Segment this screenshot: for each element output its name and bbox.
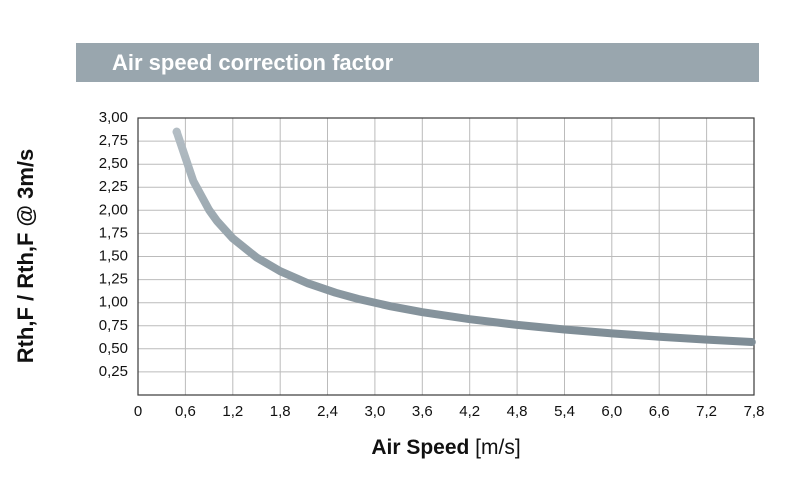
svg-text:3,0: 3,0 — [364, 403, 385, 420]
svg-text:7,2: 7,2 — [696, 403, 717, 420]
svg-text:1,75: 1,75 — [99, 224, 128, 241]
svg-text:7,8: 7,8 — [744, 403, 765, 420]
svg-text:0,75: 0,75 — [99, 317, 128, 334]
svg-text:3,00: 3,00 — [99, 109, 128, 126]
svg-text:0,6: 0,6 — [175, 403, 196, 420]
svg-text:0,50: 0,50 — [99, 340, 128, 357]
svg-text:0: 0 — [134, 403, 142, 420]
svg-text:4,8: 4,8 — [507, 403, 528, 420]
svg-text:1,50: 1,50 — [99, 247, 128, 264]
svg-text:1,2: 1,2 — [222, 403, 243, 420]
svg-text:1,25: 1,25 — [99, 271, 128, 288]
svg-text:2,4: 2,4 — [317, 403, 338, 420]
svg-text:0,25: 0,25 — [99, 363, 128, 380]
svg-text:1,00: 1,00 — [99, 294, 128, 311]
svg-text:5,4: 5,4 — [554, 403, 575, 420]
svg-text:2,00: 2,00 — [99, 201, 128, 218]
svg-text:3,6: 3,6 — [412, 403, 433, 420]
svg-text:6,0: 6,0 — [601, 403, 622, 420]
svg-text:1,8: 1,8 — [270, 403, 291, 420]
svg-text:2,50: 2,50 — [99, 155, 128, 172]
svg-text:2,75: 2,75 — [99, 132, 128, 149]
svg-text:2,25: 2,25 — [99, 178, 128, 195]
svg-text:4,2: 4,2 — [459, 403, 480, 420]
svg-text:6,6: 6,6 — [649, 403, 670, 420]
